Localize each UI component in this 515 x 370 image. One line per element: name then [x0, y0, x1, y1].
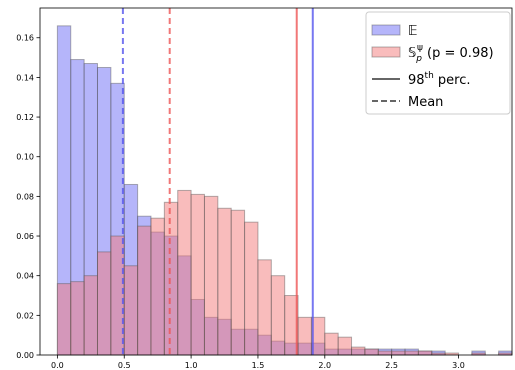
- bar: [351, 346, 366, 356]
- legend-entry: 𝔼: [371, 24, 417, 39]
- legend-label: Mean: [408, 95, 443, 110]
- plot-layer: [56, 8, 513, 356]
- bar: [203, 195, 219, 356]
- bar: [217, 207, 232, 356]
- y-tick-label: 0.14: [16, 73, 34, 82]
- bar: [417, 350, 433, 356]
- bar: [83, 275, 98, 356]
- bar: [123, 265, 139, 356]
- bar: [70, 281, 85, 356]
- legend-swatch: [371, 46, 401, 58]
- y-tick-label: 0.02: [16, 311, 34, 320]
- legend-label: 𝔼: [408, 24, 417, 39]
- x-tick-label: 0.0: [51, 361, 64, 370]
- legend-entry: 98th perc.: [372, 71, 471, 88]
- bar: [177, 189, 192, 356]
- axes-layer: 0.0 0.5 1.0 1.5 2.0 2.5 3.0 0.00 0.02 0.04 0.06 0.0…: [16, 7, 513, 370]
- bar: [244, 221, 259, 356]
- x-tick-label: 1.5: [252, 361, 265, 370]
- bar: [137, 225, 152, 356]
- x-tick-label: 3.0: [452, 361, 465, 370]
- x-tick-label: 1.0: [185, 361, 198, 370]
- x-tick-label: 2.5: [385, 361, 398, 370]
- bar: [163, 201, 179, 356]
- y-tick-label: 0.08: [16, 192, 34, 201]
- legend-box: [365, 11, 511, 115]
- legend-swatch: [371, 24, 401, 36]
- bar: [270, 275, 286, 356]
- bar: [297, 316, 312, 356]
- bar: [56, 283, 72, 356]
- bar: [404, 350, 419, 356]
- legend-entry: 𝕊pψ (p = 0.98): [371, 43, 494, 64]
- bar: [96, 251, 112, 356]
- legend-label: 𝕊pψ (p = 0.98): [408, 43, 494, 64]
- bar: [377, 350, 393, 356]
- y-tick-label: 0.10: [16, 153, 34, 162]
- legend-entry: Mean: [372, 95, 443, 110]
- bar: [190, 193, 205, 356]
- y-tick-label: 0.12: [16, 113, 34, 122]
- bar: [257, 259, 272, 356]
- y-tick-label: 0.04: [16, 272, 34, 281]
- x-tick-label: 2.0: [318, 361, 331, 370]
- bar: [391, 350, 406, 356]
- plot-frame: [39, 7, 513, 356]
- bar: [337, 336, 353, 356]
- y-tick-label: 0.16: [16, 34, 34, 43]
- y-tick-label: 0.06: [16, 232, 34, 241]
- legend: 𝔼 𝕊pψ (p = 0.98) 98th perc. Mean: [365, 11, 511, 115]
- y-tick-label: 0.00: [16, 351, 34, 360]
- bar: [150, 217, 165, 356]
- x-tick-label: 0.5: [118, 361, 131, 370]
- bar: [230, 209, 246, 356]
- bar: [324, 332, 339, 356]
- bar: [364, 348, 379, 356]
- legend-label: 98th perc.: [408, 71, 471, 88]
